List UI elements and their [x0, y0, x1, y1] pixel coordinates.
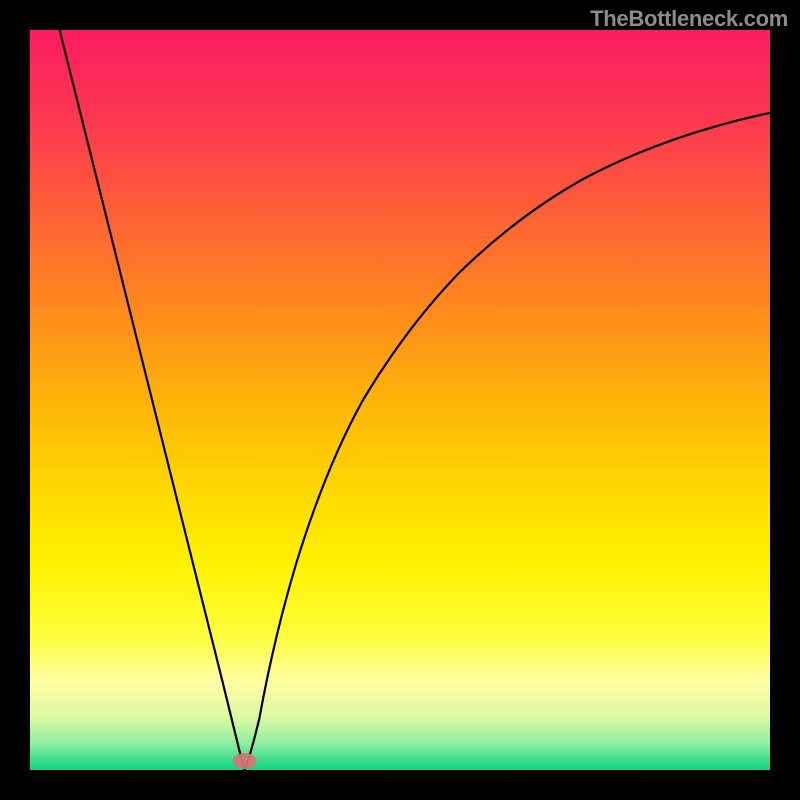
- watermark-text: TheBottleneck.com: [590, 6, 788, 32]
- chart-container: TheBottleneck.com: [0, 0, 800, 800]
- minimum-marker: [30, 30, 770, 770]
- plot-area: [30, 30, 770, 770]
